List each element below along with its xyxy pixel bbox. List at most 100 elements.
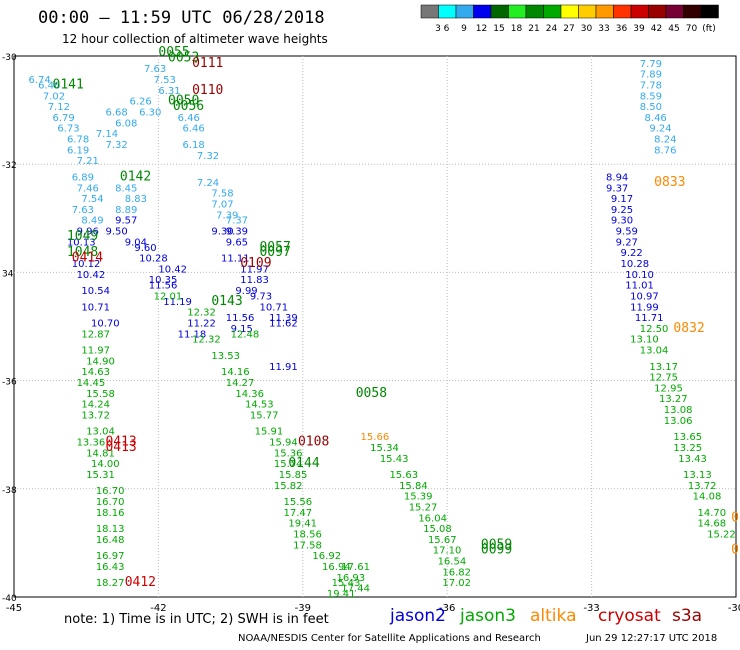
wave-height-point: 16.94 [322, 562, 351, 573]
colorbar-label: 3 [435, 24, 441, 34]
wave-height-point: 13.13 [683, 470, 712, 481]
wave-height-point: 15.56 [284, 497, 313, 508]
wave-height-point: 15.34 [370, 443, 399, 454]
wave-height-point: 9.57 [115, 216, 137, 227]
colorbar-label: 12 [476, 24, 487, 34]
wave-height-point: 13.36 [77, 438, 106, 449]
wave-height-point: 16.82 [442, 567, 471, 578]
colorbar-label: 70 [686, 24, 698, 34]
wave-height-point: 18.13 [96, 524, 125, 535]
wave-height-point: 8.46 [645, 113, 667, 124]
wave-height-point: 13.72 [688, 481, 717, 492]
colorbar-label: 18 [511, 24, 523, 34]
colorbar-label: 24 [546, 24, 558, 34]
wave-height-point: 9.22 [620, 248, 642, 259]
colorbar-label: 9 [461, 24, 467, 34]
wave-height-point: 15.82 [274, 481, 303, 492]
wave-height-point: 13.43 [678, 454, 707, 465]
wave-height-point: 9.04 [125, 237, 147, 248]
wave-height-point: 10.12 [72, 259, 101, 270]
pass-time-label: 0099 [481, 543, 512, 558]
x-tick-label: -42 [150, 603, 166, 614]
wave-height-point: 10.13 [67, 237, 96, 248]
wave-height-point: 8.24 [654, 135, 676, 146]
wave-height-point: 9.59 [616, 227, 638, 238]
wave-height-point: 13.17 [649, 362, 678, 373]
wave-height-point: 7.37 [226, 216, 248, 227]
pass-time-label: 0059 [481, 537, 512, 552]
wave-height-point: 7.12 [48, 102, 70, 113]
pass-time-label: 0053 [168, 50, 199, 65]
y-tick-label: -36 [2, 378, 17, 388]
wave-height-point: 11.91 [269, 362, 298, 373]
colorbar-label: 15 [493, 24, 504, 34]
wave-height-point: 15.63 [389, 470, 418, 481]
wave-height-point: 11.11 [221, 254, 250, 265]
wave-height-point: 15.39 [404, 492, 433, 503]
y-tick-label: -38 [2, 486, 17, 496]
wave-height-point: 12.32 [192, 335, 221, 346]
colorbar-label: 36 [616, 24, 628, 34]
y-tick-label: 34 [2, 269, 14, 279]
wave-height-point: 10.10 [625, 270, 654, 281]
wave-height-point: 7.78 [640, 80, 662, 91]
wave-height-point: 6.46 [178, 113, 200, 124]
wave-height-point: 10.71 [81, 302, 110, 313]
colorbar-label: 6 [444, 24, 450, 34]
wave-height-point: 6.79 [53, 113, 75, 124]
wave-height-point: 6.46 [182, 124, 204, 135]
wave-height-point: 15.27 [409, 502, 438, 513]
pass-time-label: 0056 [173, 99, 204, 114]
wave-height-point: 18.56 [293, 529, 322, 540]
colorbar-label: 21 [528, 24, 539, 34]
wave-height-point: 11.56 [149, 281, 178, 292]
wave-height-point: 6.19 [67, 145, 89, 156]
wave-height-point: 7.32 [105, 140, 127, 151]
wave-height-point: 13.10 [630, 335, 659, 346]
wave-height-point: 12.32 [187, 308, 216, 319]
wave-height-point: 13.04 [86, 427, 115, 438]
wave-height-point: 7.32 [197, 151, 219, 162]
wave-height-point: 15.85 [279, 470, 308, 481]
wave-height-point: 15.43 [332, 578, 361, 589]
colorbar-swatch [700, 4, 719, 19]
wave-height-point: 9.50 [105, 227, 127, 238]
wave-height-point: 14.45 [77, 378, 106, 389]
wave-height-point: 14.90 [86, 356, 115, 367]
wave-height-point: 15.36 [274, 448, 303, 459]
colorbar-label: (ft) [702, 24, 716, 34]
wave-height-point: 13.65 [673, 432, 702, 443]
wave-height-point: 10.70 [91, 319, 120, 330]
pass-time-label: 0111 [192, 56, 223, 71]
wave-height-point: 16.70 [96, 497, 125, 508]
wave-height-point: 14.16 [221, 367, 250, 378]
wave-height-point: 13.08 [664, 405, 693, 416]
wave-height-point: 8.76 [654, 145, 676, 156]
colorbar-label: 39 [633, 24, 645, 34]
wave-height-point: 10.28 [139, 254, 168, 265]
wave-height-point: 17.10 [433, 546, 462, 557]
colorbar-label: 33 [598, 24, 609, 34]
wave-height-point: 7.54 [81, 194, 103, 205]
wave-height-point: 14.24 [81, 400, 110, 411]
wave-height-point: 9.27 [616, 237, 638, 248]
wave-height-point: 12.87 [81, 329, 110, 340]
wave-height-point: 7.63 [72, 205, 94, 216]
wave-height-point: 11.01 [625, 281, 654, 292]
colorbar-label: 45 [668, 24, 679, 34]
wave-height-point: 9.60 [134, 243, 156, 254]
wave-height-point: 7.39 [216, 210, 238, 221]
wave-height-point: 7.89 [640, 70, 662, 81]
wave-height-point: 11.62 [269, 319, 298, 330]
pass-time-label: 0413 [105, 435, 136, 450]
wave-height-point: 12.50 [640, 324, 669, 335]
wave-height-point: 6.73 [57, 124, 79, 135]
wave-height-point: 9.17 [611, 194, 633, 205]
colorbar-label: 27 [563, 24, 574, 34]
wave-height-point: 9.39 [226, 227, 248, 238]
wave-height-point: 12.48 [231, 329, 260, 340]
colorbar: 3 6 9 12 15 18 21 24 27 30 33 36 39 42 45 70 (ft) [420, 4, 719, 34]
wave-height-point: 14.36 [235, 389, 264, 400]
wave-height-point: 9.99 [235, 286, 257, 297]
wave-height-point: 11.19 [163, 297, 192, 308]
